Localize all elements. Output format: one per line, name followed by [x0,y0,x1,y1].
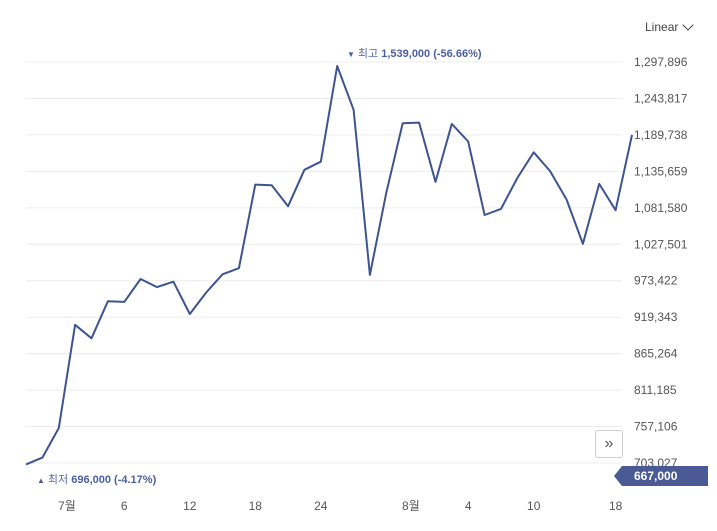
price-line [25,65,633,466]
x-tick-label: 18 [249,499,263,513]
current-price-value: 667,000 [634,469,678,483]
x-tick-label: 18 [609,499,623,513]
x-tick-label: 12 [183,499,197,513]
up-triangle-icon: ▲ [37,476,45,485]
y-tick-label: 1,027,501 [634,237,688,251]
chevron-down-icon [682,19,695,31]
y-tick-label: 757,106 [634,420,678,434]
y-tick-label: 1,189,738 [634,128,688,142]
double-chevron-right-icon: » [604,435,614,452]
y-tick-label: 1,081,580 [634,201,688,215]
grid-lines [26,61,622,464]
high-annotation: ▼ 최고 1,539,000 (-56.66%) [347,45,482,61]
y-tick-label: 865,264 [634,347,678,361]
x-tick-label: 6 [121,499,128,513]
x-tick-label: 10 [527,499,541,513]
low-annotation: ▲ 최저 696,000 (-4.17%) [37,471,156,487]
scale-toggle-label: Linear [645,20,679,34]
x-tick-label: 7월 [58,499,76,513]
x-axis-labels: 7월 6 12 18 24 8월 4 10 18 [58,499,623,513]
y-tick-label: 1,135,659 [634,164,688,178]
x-tick-label: 4 [465,499,472,513]
scale-toggle[interactable]: Linear [645,19,695,34]
y-tick-label: 1,297,896 [634,55,688,69]
x-tick-label: 24 [314,499,328,513]
high-label: 최고 [357,48,379,60]
y-axis-labels: 703,027757,106811,185865,264919,343973,4… [634,55,688,470]
low-label: 최저 [47,474,69,486]
y-tick-label: 811,185 [634,383,677,397]
current-price-tag: 667,000 [614,466,708,486]
down-triangle-icon: ▼ [347,50,355,59]
scroll-right-button[interactable]: » [595,430,623,458]
y-tick-label: 973,422 [634,274,678,288]
x-tick-label: 8월 [402,499,420,513]
high-value: 1,539,000 (-56.66%) [381,48,482,60]
low-value: 696,000 (-4.17%) [71,474,157,486]
y-tick-label: 919,343 [634,310,678,324]
y-tick-label: 1,243,817 [634,91,688,105]
